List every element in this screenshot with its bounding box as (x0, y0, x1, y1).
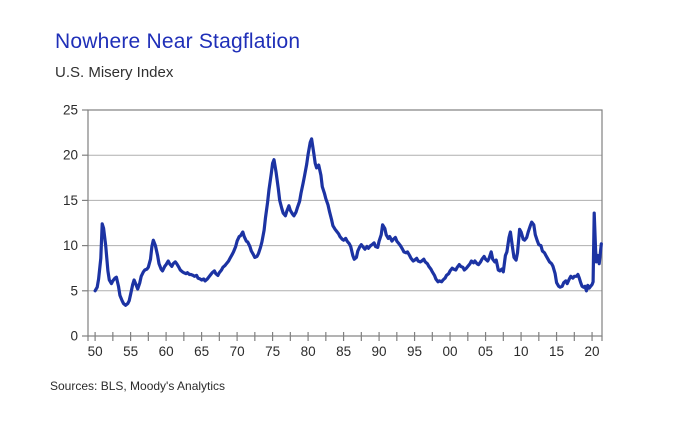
x-axis-label: 55 (123, 344, 138, 359)
x-axis-label: 15 (549, 344, 564, 359)
plot-frame (87, 109, 603, 337)
x-axis-label: 05 (478, 344, 493, 359)
x-axis-label: 85 (336, 344, 351, 359)
x-axis-label: 80 (301, 344, 316, 359)
x-axis-label: 50 (88, 344, 103, 359)
chart-subtitle: U.S. Misery Index (55, 64, 174, 81)
y-axis-label: 10 (63, 238, 78, 253)
x-axis-label: 10 (514, 344, 529, 359)
x-axis-label: 20 (585, 344, 600, 359)
y-axis-label: 25 (63, 103, 78, 118)
x-axis-label: 90 (372, 344, 387, 359)
y-axis-label: 0 (70, 329, 78, 344)
y-axis-label: 20 (63, 148, 78, 163)
x-axis-label: 70 (230, 344, 245, 359)
x-axis-label: 60 (159, 344, 174, 359)
chart-title: Nowhere Near Stagflation (55, 30, 301, 53)
source-note: Sources: BLS, Moody's Analytics (50, 379, 226, 393)
misery-index-line (93, 137, 603, 307)
y-axis-label: 15 (63, 193, 78, 208)
y-axis-label: 5 (70, 283, 78, 298)
x-axis-label: 95 (407, 344, 422, 359)
x-axis-label: 00 (443, 344, 458, 359)
x-axis-label: 65 (194, 344, 209, 359)
x-axis-label: 75 (265, 344, 280, 359)
